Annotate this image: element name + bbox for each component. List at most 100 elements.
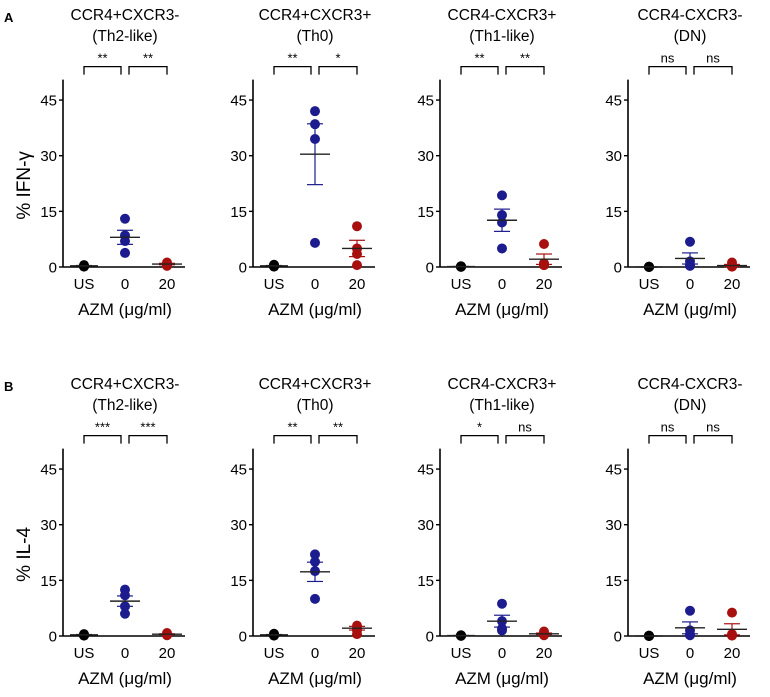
significance-bracket [460, 65, 499, 75]
significance-bracket [648, 434, 687, 444]
data-point [685, 260, 695, 271]
significance-bracket [505, 65, 545, 75]
panel-letter: B [4, 379, 13, 394]
data-point [497, 598, 507, 609]
group-US [70, 629, 98, 641]
y-tick-label: 45 [230, 462, 247, 479]
y-tick-label: 45 [417, 462, 434, 479]
y-tick-label: 45 [605, 462, 622, 479]
y-tick-label: 30 [40, 148, 57, 165]
data-point [497, 190, 507, 201]
data-point [352, 629, 362, 640]
row-B: B % IL-4 CCR4+CXCR3- (Th2-like) 0 15 30 45 US 0 20… [4, 376, 750, 688]
panel-title-line1: CCR4+CXCR3- [71, 7, 180, 24]
group-20 [529, 238, 559, 271]
significance-label: ** [287, 51, 297, 66]
significance-bracket [83, 65, 122, 75]
significance-label: ns [661, 420, 675, 435]
significance-label: ns [518, 420, 532, 435]
panel-title-line1: CCR4+CXCR3+ [259, 376, 372, 393]
x-tick-label: 0 [121, 645, 129, 662]
data-point [685, 236, 695, 247]
group-0 [675, 605, 705, 641]
data-point [120, 608, 130, 619]
y-tick-label: 30 [605, 517, 622, 534]
y-tick-label: 15 [605, 204, 622, 221]
x-tick-label: US [74, 645, 95, 662]
x-tick-label: 20 [724, 645, 741, 662]
y-axis-label: % IL-4 [14, 526, 35, 581]
x-tick-label: 0 [311, 276, 319, 293]
significance-label: * [335, 51, 340, 66]
panel-letter: A [4, 10, 14, 25]
group-US [260, 259, 288, 272]
y-tick-label: 15 [417, 204, 434, 221]
panel-title-line2: (DN) [674, 28, 707, 45]
panel-title-line1: CCR4-CXCR3+ [448, 7, 557, 24]
significance-label: * [477, 420, 482, 435]
significance-label: ** [143, 51, 153, 66]
group-0 [110, 584, 140, 619]
y-tick-label: 45 [40, 93, 57, 110]
y-tick-label: 30 [417, 148, 434, 165]
x-tick-label: 20 [159, 645, 176, 662]
y-tick-label: 0 [426, 629, 434, 646]
significance-label: ** [474, 51, 484, 66]
group-US [635, 261, 663, 272]
panel-title-line2: (Th2-like) [92, 28, 157, 45]
panel-B4: CCR4-CXCR3- (DN) 0 15 30 45 US 0 20 AZM (μg/ml) ns… [605, 376, 750, 688]
panel-title-line1: CCR4-CXCR3- [637, 7, 742, 24]
panel-B2: CCR4+CXCR3+ (Th0) 0 15 30 45 US 0 20 AZM (μg/ml) *… [230, 376, 375, 688]
data-point [727, 607, 737, 618]
y-tick-label: 15 [40, 204, 57, 221]
y-tick-label: 0 [49, 260, 57, 277]
x-axis-label: AZM (μg/ml) [268, 300, 362, 319]
group-20 [342, 221, 372, 271]
significance-bracket [318, 65, 358, 75]
group-20 [717, 607, 747, 641]
panel-B3: CCR4-CXCR3+ (Th1-like) 0 15 30 45 US 0 20 AZM (μg… [417, 376, 562, 688]
panel-title-line2: (Th1-like) [469, 397, 534, 414]
group-0 [300, 549, 330, 604]
significance-label: ** [333, 420, 343, 435]
y-tick-label: 45 [417, 93, 434, 110]
y-tick-label: 15 [605, 573, 622, 590]
y-tick-label: 0 [426, 260, 434, 277]
data-point [120, 213, 130, 224]
panel-B1: CCR4+CXCR3- (Th2-like) 0 15 30 45 US 0 20 AZM (μg… [40, 376, 185, 688]
row-A: A % IFN-γ CCR4+CXCR3- (Th2-like) 0 15 30 45 US 0 2… [4, 7, 750, 319]
x-tick-label: 0 [686, 645, 694, 662]
x-tick-label: US [451, 645, 472, 662]
data-point [120, 247, 130, 258]
significance-bracket [693, 434, 733, 444]
group-20 [152, 628, 182, 641]
data-point [310, 549, 320, 560]
panel-A3: CCR4-CXCR3+ (Th1-like) 0 15 30 45 US 0 20 AZM (μg… [417, 7, 562, 319]
significance-bracket [693, 65, 733, 75]
panel-A2: CCR4+CXCR3+ (Th0) 0 15 30 45 US 0 20 AZM (μg/ml) *… [230, 7, 375, 319]
data-point [162, 630, 172, 641]
panel-title-line1: CCR4-CXCR3- [637, 376, 742, 393]
significance-label: *** [140, 420, 155, 435]
panel-title-line1: CCR4+CXCR3- [71, 376, 180, 393]
significance-bracket [128, 434, 168, 444]
data-point [310, 237, 320, 248]
panel-A1: CCR4+CXCR3- (Th2-like) 0 15 30 45 US 0 20 AZM (μg… [40, 7, 185, 319]
x-axis-label: AZM (μg/ml) [78, 669, 172, 688]
y-tick-label: 15 [40, 573, 57, 590]
data-point [497, 625, 507, 636]
significance-label: ** [520, 51, 530, 66]
panel-title-line2: (Th1-like) [469, 28, 534, 45]
data-point [685, 605, 695, 616]
panel-title-line2: (Th0) [296, 28, 333, 45]
y-tick-label: 30 [417, 517, 434, 534]
y-tick-label: 15 [417, 573, 434, 590]
data-point [539, 238, 549, 249]
y-tick-label: 30 [40, 517, 57, 534]
x-tick-label: 20 [724, 276, 741, 293]
group-US [635, 630, 663, 641]
x-axis-label: AZM (μg/ml) [455, 300, 549, 319]
x-tick-label: 0 [311, 645, 319, 662]
y-tick-label: 0 [49, 629, 57, 646]
panel-title-line2: (Th0) [296, 397, 333, 414]
